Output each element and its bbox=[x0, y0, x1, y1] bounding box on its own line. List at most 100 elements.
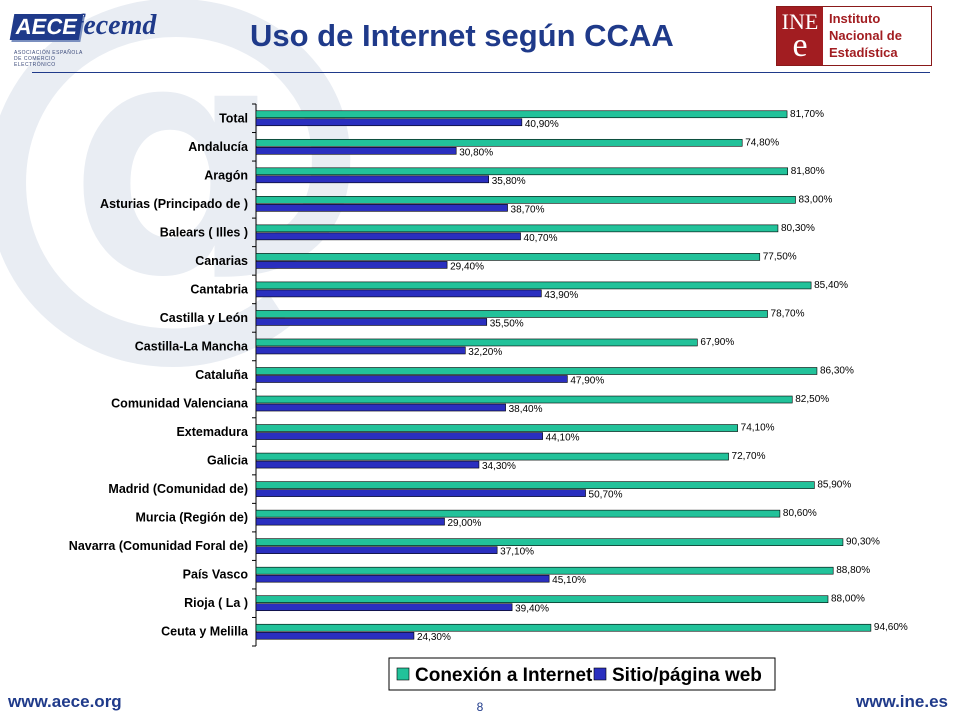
bar-conexion-internet bbox=[255, 367, 818, 375]
category-label: Comunidad Valenciana bbox=[111, 397, 249, 411]
bar-conexion-internet bbox=[255, 338, 698, 347]
bar-conexion-internet bbox=[255, 196, 796, 204]
data-label-sitio-pagina-web: 40,90% bbox=[525, 119, 559, 130]
data-label-sitio-pagina-web: 38,40% bbox=[509, 404, 543, 415]
bar-conexion-internet bbox=[255, 395, 793, 404]
bar-sitio-pagina-web bbox=[255, 118, 523, 127]
data-label-sitio-pagina-web: 39,40% bbox=[515, 604, 549, 615]
data-label-conexion-internet: 83,00% bbox=[799, 194, 833, 205]
ine-logo-text: Instituto Nacional de Estadística bbox=[829, 11, 902, 60]
category-label: Andalucía bbox=[188, 140, 249, 154]
bar-conexion-internet bbox=[255, 224, 779, 233]
data-label-conexion-internet: 74,10% bbox=[741, 423, 775, 434]
data-label-sitio-pagina-web: 44,10% bbox=[546, 433, 580, 444]
bar-sitio-pagina-web bbox=[255, 318, 488, 326]
data-label-sitio-pagina-web: 35,80% bbox=[492, 176, 526, 187]
bar-sitio-pagina-web bbox=[255, 432, 543, 440]
bar-sitio-pagina-web bbox=[255, 631, 415, 640]
data-label-conexion-internet: 72,70% bbox=[732, 451, 766, 462]
data-label-conexion-internet: 85,40% bbox=[814, 280, 848, 291]
bar-sitio-pagina-web bbox=[255, 460, 480, 469]
bar-sitio-pagina-web bbox=[255, 603, 513, 612]
bar-sitio-pagina-web bbox=[255, 574, 550, 583]
data-label-conexion-internet: 90,30% bbox=[846, 537, 880, 548]
bar-conexion-internet bbox=[255, 110, 788, 119]
fecemd-logo-text: fecemd bbox=[74, 10, 157, 41]
aece-website-link[interactable]: www.aece.org bbox=[8, 692, 122, 711]
data-label-conexion-internet: 82,50% bbox=[795, 394, 829, 405]
data-label-sitio-pagina-web: 43,90% bbox=[544, 290, 578, 301]
legend-swatch-conexion-internet bbox=[396, 667, 410, 681]
category-label: Castilla y León bbox=[160, 311, 248, 325]
bar-sitio-pagina-web bbox=[255, 346, 466, 355]
data-label-conexion-internet: 80,30% bbox=[781, 223, 815, 234]
category-label: País Vasco bbox=[183, 568, 249, 582]
category-label: Cataluña bbox=[195, 368, 249, 382]
data-label-sitio-pagina-web: 35,50% bbox=[490, 318, 524, 329]
bar-conexion-internet bbox=[255, 452, 729, 461]
bar-conexion-internet bbox=[255, 538, 844, 546]
bar-conexion-internet bbox=[255, 138, 743, 147]
data-label-conexion-internet: 94,60% bbox=[874, 622, 908, 633]
category-label: Asturias (Principado de ) bbox=[100, 197, 248, 211]
legend-label-sitio-pagina-web: Sitio/página web bbox=[612, 665, 762, 686]
data-label-sitio-pagina-web: 29,00% bbox=[448, 518, 482, 529]
bar-conexion-internet bbox=[255, 253, 761, 261]
data-label-sitio-pagina-web: 32,20% bbox=[468, 347, 502, 358]
bar-conexion-internet bbox=[255, 167, 789, 176]
data-label-conexion-internet: 74,80% bbox=[745, 137, 779, 148]
bar-sitio-pagina-web bbox=[255, 261, 448, 269]
ine-logo-mark: INE e bbox=[777, 7, 823, 65]
data-label-conexion-internet: 88,00% bbox=[831, 594, 865, 605]
category-label: Total bbox=[219, 111, 248, 125]
data-label-conexion-internet: 81,70% bbox=[790, 109, 824, 120]
data-label-conexion-internet: 88,80% bbox=[836, 565, 870, 576]
data-label-conexion-internet: 77,50% bbox=[763, 251, 797, 262]
bar-sitio-pagina-web bbox=[255, 204, 508, 212]
data-label-conexion-internet: 78,70% bbox=[771, 308, 805, 319]
data-label-sitio-pagina-web: 38,70% bbox=[511, 204, 545, 215]
category-label: Castilla-La Mancha bbox=[135, 339, 249, 353]
bar-sitio-pagina-web bbox=[255, 175, 489, 184]
category-label: Madrid (Comunidad de) bbox=[108, 482, 248, 496]
data-label-conexion-internet: 81,80% bbox=[791, 166, 825, 177]
chart-legend bbox=[388, 657, 776, 691]
data-label-sitio-pagina-web: 30,80% bbox=[459, 147, 493, 158]
bar-sitio-pagina-web bbox=[255, 517, 445, 526]
category-label: Ceuta y Melilla bbox=[161, 625, 249, 639]
aece-logo: AECE fecemd ASOCIACIÓN ESPAÑOLA DE COMER… bbox=[8, 8, 168, 68]
category-label: Cantabria bbox=[190, 282, 249, 296]
category-label: Rioja ( La ) bbox=[184, 596, 248, 610]
data-label-sitio-pagina-web: 50,70% bbox=[589, 490, 623, 501]
bar-sitio-pagina-web bbox=[255, 232, 521, 241]
data-label-sitio-pagina-web: 37,10% bbox=[500, 547, 534, 558]
bar-conexion-internet bbox=[255, 509, 781, 518]
data-label-sitio-pagina-web: 24,30% bbox=[417, 632, 451, 643]
ine-website-link[interactable]: www.ine.es bbox=[856, 692, 948, 711]
bar-sitio-pagina-web bbox=[255, 403, 506, 412]
category-label: Navarra (Comunidad Foral de) bbox=[69, 539, 248, 553]
category-label: Galicia bbox=[207, 454, 249, 468]
category-label: Canarias bbox=[195, 254, 248, 268]
bar-conexion-internet bbox=[255, 481, 815, 489]
header-divider bbox=[32, 72, 930, 73]
bar-conexion-internet bbox=[255, 424, 738, 432]
data-label-conexion-internet: 85,90% bbox=[817, 480, 851, 491]
data-label-conexion-internet: 67,90% bbox=[700, 337, 734, 348]
data-label-conexion-internet: 86,30% bbox=[820, 366, 854, 377]
aece-logo-subtitle: ASOCIACIÓN ESPAÑOLA DE COMERCIO ELECTRÓN… bbox=[14, 50, 83, 68]
data-label-conexion-internet: 80,60% bbox=[783, 508, 817, 519]
data-label-sitio-pagina-web: 40,70% bbox=[524, 233, 558, 244]
page-title: Uso de Internet según CCAA bbox=[250, 18, 674, 53]
bar-sitio-pagina-web bbox=[255, 489, 586, 497]
bar-sitio-pagina-web bbox=[255, 546, 498, 554]
bar-conexion-internet bbox=[255, 595, 829, 604]
legend-label-conexion-internet: Conexión a Internet bbox=[415, 665, 593, 686]
data-label-sitio-pagina-web: 47,90% bbox=[570, 376, 604, 387]
category-label: Balears ( Illes ) bbox=[160, 225, 248, 239]
bar-conexion-internet bbox=[255, 310, 768, 318]
category-label: Extemadura bbox=[176, 425, 249, 439]
data-label-sitio-pagina-web: 34,30% bbox=[482, 461, 516, 472]
legend-swatch-sitio-pagina-web bbox=[593, 667, 607, 681]
